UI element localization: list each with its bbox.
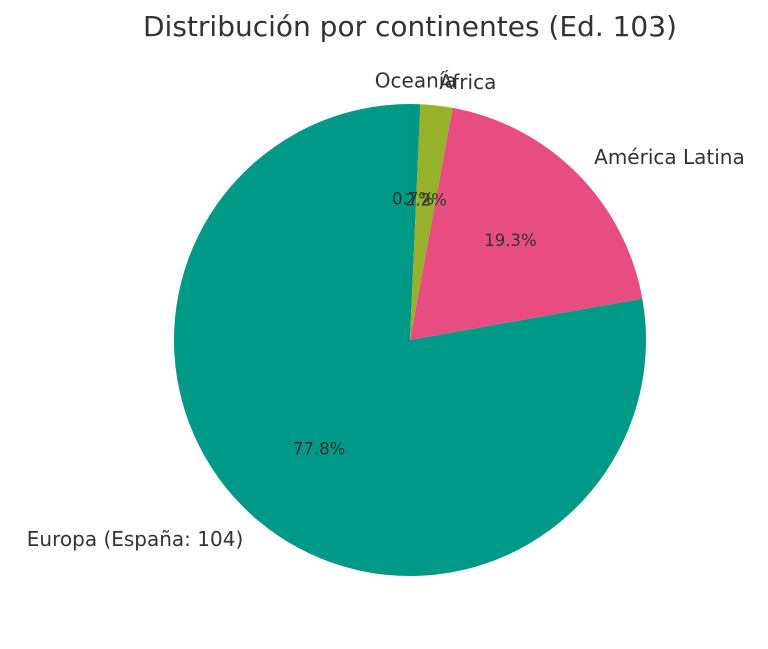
pie-slice [174, 104, 646, 576]
pie-slice [410, 104, 453, 340]
pie-slice [410, 107, 643, 341]
pie-slice [410, 104, 421, 340]
chart-title: Distribución por continentes (Ed. 103) [143, 10, 677, 43]
slice-label: Europa (España: 104) [27, 527, 243, 551]
slice-label: Oceanía [375, 68, 457, 92]
slice-label: África [439, 70, 496, 94]
pie-slices [174, 104, 646, 576]
slice-percent-label: 2.2% [405, 190, 447, 209]
slice-percent-label: 19.3% [484, 231, 536, 250]
slice-percent-label: 0.7% [392, 189, 434, 208]
slice-label: América Latina [594, 145, 745, 169]
slice-percent-label: 77.8% [293, 440, 345, 459]
slice-percent-labels: 0.7%2.2% 19.3% 77.8% [293, 189, 537, 458]
